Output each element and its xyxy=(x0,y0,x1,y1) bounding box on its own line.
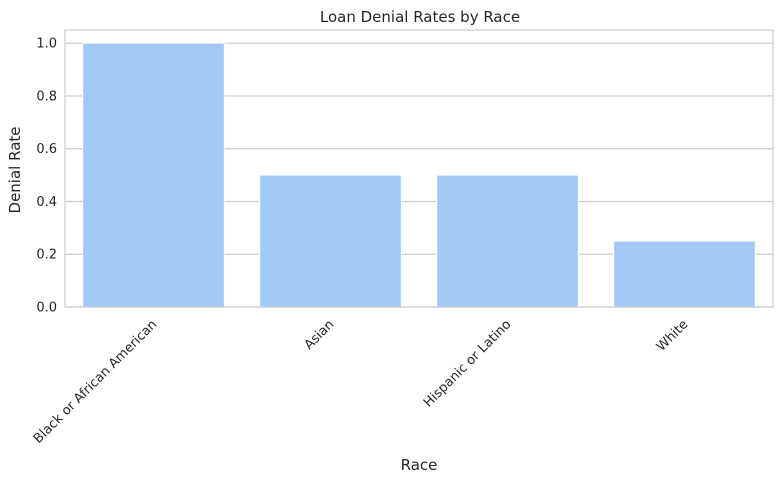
x-tick-label: Hispanic or Latino xyxy=(421,317,514,410)
chart-title: Loan Denial Rates by Race xyxy=(320,8,520,26)
y-tick-label: 0.8 xyxy=(36,89,57,104)
bar xyxy=(259,174,402,308)
y-tick-label: 0.6 xyxy=(36,142,57,157)
x-axis-label: Race xyxy=(401,456,438,474)
x-tick-label: Black or African American xyxy=(31,317,160,446)
y-axis-label: Denial Rate xyxy=(6,127,24,214)
bars xyxy=(82,42,756,308)
y-tick-labels: 0.0 0.2 0.4 0.6 0.8 1.0 xyxy=(36,37,57,316)
bar xyxy=(82,42,225,308)
y-tick-label: 0.2 xyxy=(36,248,57,263)
y-tick-label: 0.4 xyxy=(36,195,57,210)
x-tick-label: White xyxy=(654,317,691,354)
bar xyxy=(613,240,756,308)
y-tick-label: 0.0 xyxy=(36,301,57,316)
plot-frame xyxy=(64,29,774,308)
bar xyxy=(436,174,579,308)
x-tick-labels: Black or African American Asian Hispanic o… xyxy=(31,317,691,446)
y-tick-label: 1.0 xyxy=(36,37,57,52)
x-tick-label: Asian xyxy=(302,317,338,353)
